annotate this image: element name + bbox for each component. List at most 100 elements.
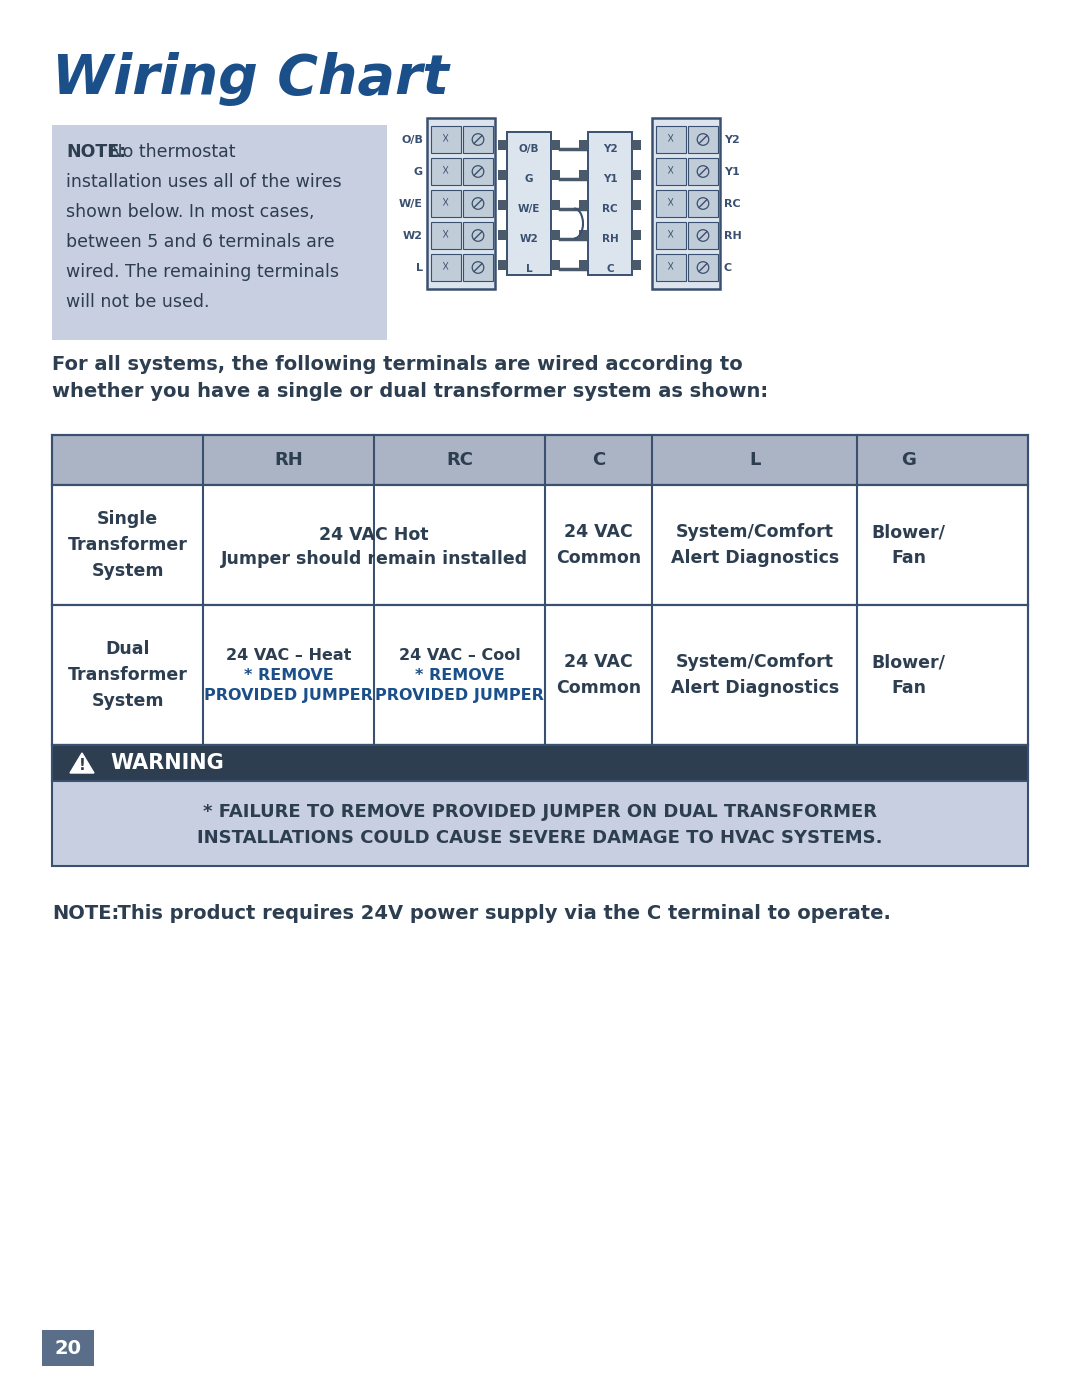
Text: Blower/
Fan: Blower/ Fan bbox=[872, 523, 945, 566]
Text: 24 VAC – Cool: 24 VAC – Cool bbox=[399, 647, 521, 662]
Text: C: C bbox=[592, 451, 605, 469]
Bar bbox=[656, 158, 686, 185]
Bar bbox=[463, 254, 492, 280]
Text: O/B: O/B bbox=[401, 135, 423, 144]
Bar bbox=[498, 260, 507, 269]
Text: RH: RH bbox=[724, 230, 742, 240]
Text: ☓: ☓ bbox=[667, 261, 675, 275]
Text: PROVIDED JUMPER: PROVIDED JUMPER bbox=[204, 687, 373, 702]
Text: G: G bbox=[525, 174, 534, 183]
Bar bbox=[551, 229, 561, 240]
Bar bbox=[551, 169, 561, 179]
Text: W/E: W/E bbox=[517, 204, 540, 214]
Text: * REMOVE: * REMOVE bbox=[244, 668, 334, 683]
Bar bbox=[52, 745, 1028, 781]
Bar bbox=[431, 158, 461, 185]
Text: installation uses all of the wires: installation uses all of the wires bbox=[66, 174, 341, 192]
Text: RC: RC bbox=[446, 451, 473, 469]
Bar bbox=[427, 118, 495, 289]
Text: C: C bbox=[724, 262, 732, 272]
Bar bbox=[52, 484, 1028, 605]
Bar bbox=[688, 222, 718, 248]
Bar bbox=[656, 254, 686, 280]
Bar bbox=[632, 229, 642, 240]
Text: 24 VAC
Common: 24 VAC Common bbox=[556, 654, 642, 697]
Circle shape bbox=[698, 197, 708, 210]
Text: 24 VAC
Common: 24 VAC Common bbox=[556, 523, 642, 566]
Bar bbox=[42, 1330, 94, 1366]
Text: This product requires 24V power supply via the C terminal to operate.: This product requires 24V power supply v… bbox=[104, 904, 891, 923]
Text: O/B: O/B bbox=[518, 143, 539, 154]
Text: 20: 20 bbox=[54, 1338, 81, 1357]
Circle shape bbox=[698, 165, 708, 178]
Bar bbox=[688, 190, 718, 217]
Text: W2: W2 bbox=[403, 230, 423, 240]
Text: Jumper should remain installed: Jumper should remain installed bbox=[220, 550, 528, 568]
Text: ☓: ☓ bbox=[443, 229, 449, 243]
Bar bbox=[551, 260, 561, 269]
Text: W2: W2 bbox=[519, 233, 538, 243]
Bar bbox=[52, 125, 387, 340]
Text: Blower/
Fan: Blower/ Fan bbox=[872, 654, 945, 697]
Bar bbox=[656, 190, 686, 217]
Text: C: C bbox=[606, 264, 613, 273]
Text: G: G bbox=[414, 167, 423, 176]
Bar bbox=[579, 260, 588, 269]
Bar bbox=[507, 132, 551, 275]
Bar bbox=[463, 158, 492, 185]
Text: shown below. In most cases,: shown below. In most cases, bbox=[66, 203, 314, 221]
Bar bbox=[656, 126, 686, 153]
Text: ☓: ☓ bbox=[443, 261, 449, 275]
Bar bbox=[463, 190, 492, 217]
Bar bbox=[463, 126, 492, 153]
Text: Dual
Transformer
System: Dual Transformer System bbox=[68, 640, 188, 709]
Text: ☓: ☓ bbox=[443, 132, 449, 147]
Text: Single
Transformer
System: Single Transformer System bbox=[68, 511, 188, 580]
Bar bbox=[652, 118, 720, 289]
Text: RC: RC bbox=[724, 198, 741, 208]
Text: INSTALLATIONS COULD CAUSE SEVERE DAMAGE TO HVAC SYSTEMS.: INSTALLATIONS COULD CAUSE SEVERE DAMAGE … bbox=[198, 829, 882, 847]
Text: No thermostat: No thermostat bbox=[104, 143, 235, 161]
Text: * REMOVE: * REMOVE bbox=[415, 668, 504, 683]
Bar bbox=[632, 200, 642, 210]
Text: Y2: Y2 bbox=[724, 135, 740, 144]
Text: W/E: W/E bbox=[399, 198, 423, 208]
Bar bbox=[656, 222, 686, 248]
Text: ☓: ☓ bbox=[443, 197, 449, 211]
Circle shape bbox=[698, 229, 708, 242]
Bar bbox=[551, 140, 561, 150]
Bar bbox=[498, 229, 507, 240]
Text: ☓: ☓ bbox=[667, 229, 675, 243]
Text: 24 VAC Hot: 24 VAC Hot bbox=[320, 526, 429, 544]
Circle shape bbox=[698, 262, 708, 273]
Circle shape bbox=[472, 229, 484, 242]
Text: PROVIDED JUMPER: PROVIDED JUMPER bbox=[375, 687, 544, 702]
Text: between 5 and 6 terminals are: between 5 and 6 terminals are bbox=[66, 233, 335, 251]
Bar bbox=[431, 126, 461, 153]
Bar bbox=[579, 229, 588, 240]
Text: L: L bbox=[526, 264, 532, 273]
Text: NOTE:: NOTE: bbox=[52, 904, 119, 923]
Bar bbox=[551, 200, 561, 210]
Text: L: L bbox=[750, 451, 760, 469]
Bar bbox=[632, 169, 642, 179]
Circle shape bbox=[698, 133, 708, 146]
Text: WARNING: WARNING bbox=[110, 754, 224, 773]
Circle shape bbox=[472, 262, 484, 273]
Text: Y2: Y2 bbox=[603, 143, 618, 154]
Bar bbox=[463, 222, 492, 248]
Bar bbox=[431, 222, 461, 248]
Text: ☓: ☓ bbox=[443, 165, 449, 179]
Bar bbox=[431, 190, 461, 217]
Bar bbox=[498, 169, 507, 179]
Text: wired. The remaining terminals: wired. The remaining terminals bbox=[66, 262, 339, 280]
Text: will not be used.: will not be used. bbox=[66, 293, 210, 311]
Bar bbox=[688, 254, 718, 280]
Bar bbox=[498, 140, 507, 150]
Text: For all systems, the following terminals are wired according to
whether you have: For all systems, the following terminals… bbox=[52, 355, 768, 401]
Bar bbox=[431, 254, 461, 280]
Bar bbox=[52, 605, 1028, 745]
Text: ☓: ☓ bbox=[667, 132, 675, 147]
Text: Wiring Chart: Wiring Chart bbox=[52, 51, 449, 105]
Bar bbox=[579, 140, 588, 150]
